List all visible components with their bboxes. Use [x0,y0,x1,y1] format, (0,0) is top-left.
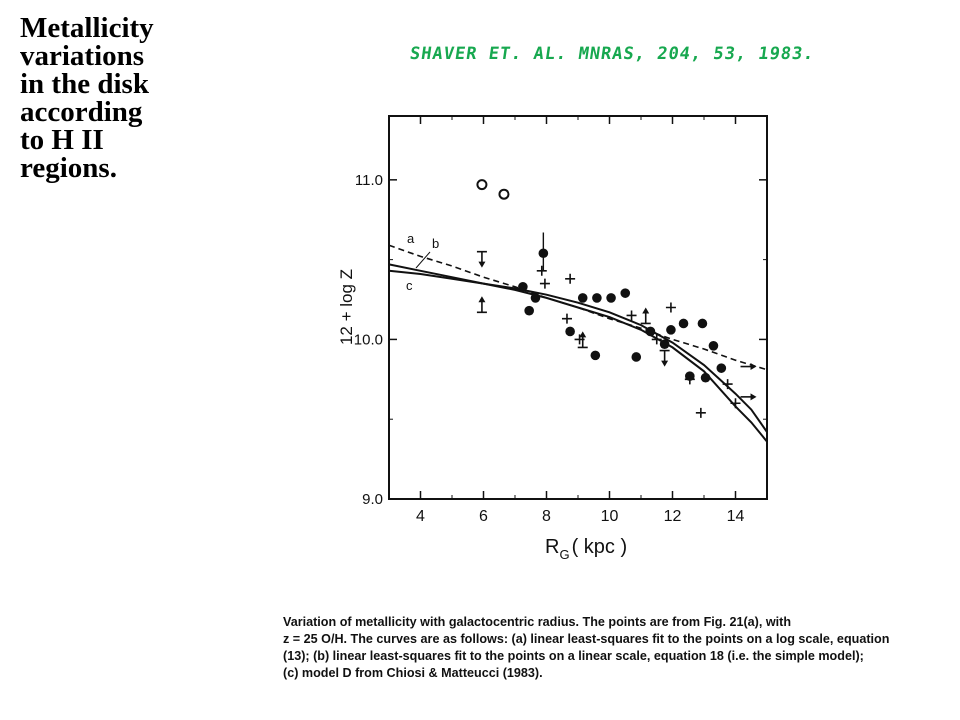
plus-point [651,334,662,345]
y-tick-label: 9.0 [362,491,383,508]
plus-point [730,398,741,409]
filled-point [518,281,528,292]
filled-point [700,372,711,383]
curve-label-b: b [432,236,439,251]
open-point [476,179,488,191]
caption-line: Variation of metallicity with galactocen… [283,615,792,629]
filled-point [659,339,670,350]
down-arrowhead [478,261,486,268]
curve-label-a: a [407,231,415,246]
filled-point [708,341,719,351]
filled-point [645,326,656,337]
caption-line: (c) model D from Chiosi & Matteucci (198… [283,666,543,680]
filled-point [577,293,588,303]
filled-point [592,293,602,303]
plus-point [695,407,706,418]
caption-line: (13); (b) linear least-squares fit to th… [283,649,864,663]
right-arrowhead [750,393,757,401]
filled-point [716,363,727,373]
figure-caption: Variation of metallicity with galactocen… [283,614,908,682]
axis-ticks [388,116,768,500]
plus-point [722,379,733,390]
curve-b [388,263,768,443]
curve-label-leader [415,251,431,269]
filled-point [524,305,534,316]
filled-point [620,288,631,298]
x-tick-label: 14 [727,508,745,525]
open-point [498,188,510,200]
up-arrowhead [579,331,587,338]
x-axis-label: RG( kpc ) [545,536,627,562]
plus-point [565,273,576,284]
x-tick-label: 4 [416,508,425,525]
filled-point [590,350,601,361]
y-axis-label: 12 + log Z [337,269,356,345]
plus-point [665,302,676,313]
down-arrowhead [661,360,669,367]
x-tick-label: 12 [664,508,682,525]
slide-title: Metallicity variations in the disk accor… [20,12,154,184]
filled-point [631,352,642,362]
filled-point [606,293,616,303]
fit-curves [388,244,768,443]
data-markers [476,179,757,418]
caption-line: z = 25 O/H. The curves are as follows: (… [283,632,890,646]
plus-point [539,278,550,289]
plus-point [684,374,695,385]
x-tick-label: 10 [601,508,619,525]
filled-point [678,318,689,329]
plus-point [536,265,547,276]
up-arrowhead [478,296,486,303]
filled-point [697,318,708,329]
y-tick-label: 11.0 [355,172,383,189]
right-arrowhead [750,363,757,371]
filled-point [565,326,575,337]
filled-point [666,325,676,335]
curve-label-c: c [406,278,413,293]
axis-labels: RG( kpc ) 12 + log Z 4 6 8 10 12 14 9.0 10.0 11.… [337,172,745,562]
up-arrowhead [642,307,650,314]
plus-point [561,313,572,324]
curve-a [388,244,768,371]
x-tick-label: 8 [542,508,551,525]
y-tick-label: 10.0 [354,331,383,348]
curve-c [388,269,768,433]
filled-point [530,293,541,303]
plus-point [626,310,637,321]
x-tick-label: 6 [479,508,488,525]
